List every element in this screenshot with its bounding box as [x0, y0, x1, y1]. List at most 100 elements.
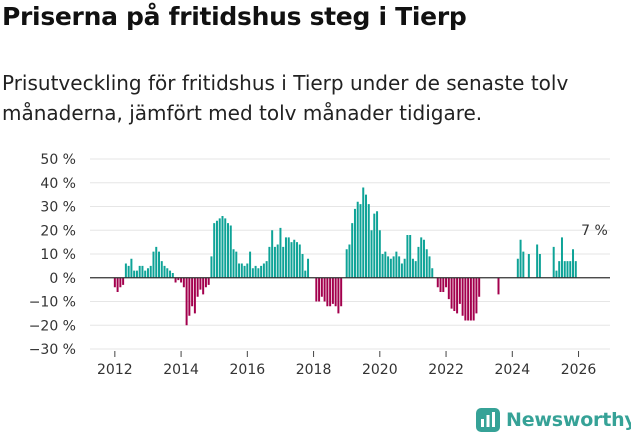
bar [202, 277, 205, 295]
bar [282, 246, 285, 278]
bar [135, 270, 138, 278]
bar [113, 277, 116, 288]
bar [163, 265, 166, 278]
bar [516, 258, 519, 278]
bar [331, 277, 334, 304]
bar [527, 254, 530, 278]
bar [348, 244, 351, 278]
bar [574, 261, 577, 278]
bar [257, 268, 260, 278]
bar [538, 254, 541, 278]
bar [218, 218, 221, 278]
bar [351, 223, 354, 278]
bar [138, 265, 141, 278]
bar [149, 265, 152, 278]
chart-title: Priserna på fritidshus steg i Tierp [2, 2, 467, 31]
bar [188, 277, 191, 316]
x-tick-label: 2022 [428, 362, 464, 378]
bar [146, 268, 149, 278]
bar [169, 270, 172, 278]
bar [387, 256, 390, 278]
bar [160, 261, 163, 278]
bar [370, 230, 373, 278]
y-tick-label: 0 % [49, 271, 76, 287]
annotations: 7 % [581, 223, 608, 239]
bar [519, 239, 522, 278]
bar [425, 249, 428, 278]
bar [130, 258, 133, 278]
bar [381, 254, 384, 278]
bar [431, 268, 434, 278]
bar [392, 256, 395, 278]
bar [199, 277, 202, 290]
bar [323, 277, 326, 302]
x-tick-label: 2018 [296, 362, 332, 378]
bar [174, 277, 177, 283]
bar [238, 263, 241, 278]
bar [378, 230, 381, 278]
bar [420, 237, 423, 278]
bar [326, 277, 329, 307]
y-tick-label: −20 % [29, 318, 76, 334]
bar [254, 265, 257, 278]
bar [193, 277, 196, 314]
bar [298, 244, 301, 278]
bar [127, 265, 130, 278]
bar [359, 204, 362, 278]
y-tick-label: 20 % [40, 223, 76, 239]
bar [284, 237, 287, 278]
bar [450, 277, 453, 309]
bar [307, 258, 310, 278]
bar [304, 270, 307, 278]
bar [273, 246, 276, 278]
y-axis-ticks: −30 % −20 % −10 % 0 % 10 % 20 % 30 % 40 % 50 % [29, 152, 76, 358]
bar [475, 277, 478, 314]
bar [552, 246, 555, 278]
bar [293, 239, 296, 278]
bar [398, 256, 401, 278]
bar [384, 251, 387, 278]
bar [337, 277, 340, 314]
y-tick-label: 40 % [40, 176, 76, 192]
bar [290, 242, 293, 278]
bar [204, 277, 207, 288]
bar [563, 261, 566, 278]
bar [158, 251, 160, 278]
bar [428, 256, 431, 278]
bar [124, 263, 127, 278]
bar [180, 277, 183, 283]
x-tick-label: 2020 [362, 362, 398, 378]
bar [246, 263, 249, 278]
bar [116, 277, 119, 292]
bar [224, 218, 227, 278]
bar [522, 251, 525, 278]
bar [389, 258, 392, 278]
bar [166, 268, 169, 278]
bar [243, 265, 246, 278]
bar [472, 277, 475, 321]
bar [373, 213, 376, 278]
bar [315, 277, 318, 302]
bar [152, 251, 155, 278]
bar [334, 277, 337, 307]
bar [155, 246, 158, 278]
x-tick-label: 2012 [97, 362, 133, 378]
bar [536, 244, 539, 278]
y-tick-label: 50 % [40, 152, 76, 168]
bar [353, 208, 356, 278]
bar [406, 235, 409, 278]
bar [320, 277, 323, 297]
bar [467, 277, 470, 321]
y-tick-label: −10 % [29, 295, 76, 311]
bar [141, 265, 144, 278]
bar [207, 277, 210, 285]
bar [365, 194, 367, 278]
bar [265, 261, 268, 278]
bar [279, 227, 282, 278]
last-value-label: 7 % [581, 223, 608, 239]
bar [367, 204, 370, 278]
bar [572, 249, 575, 278]
bar [268, 246, 271, 278]
x-tick-label: 2024 [494, 362, 530, 378]
